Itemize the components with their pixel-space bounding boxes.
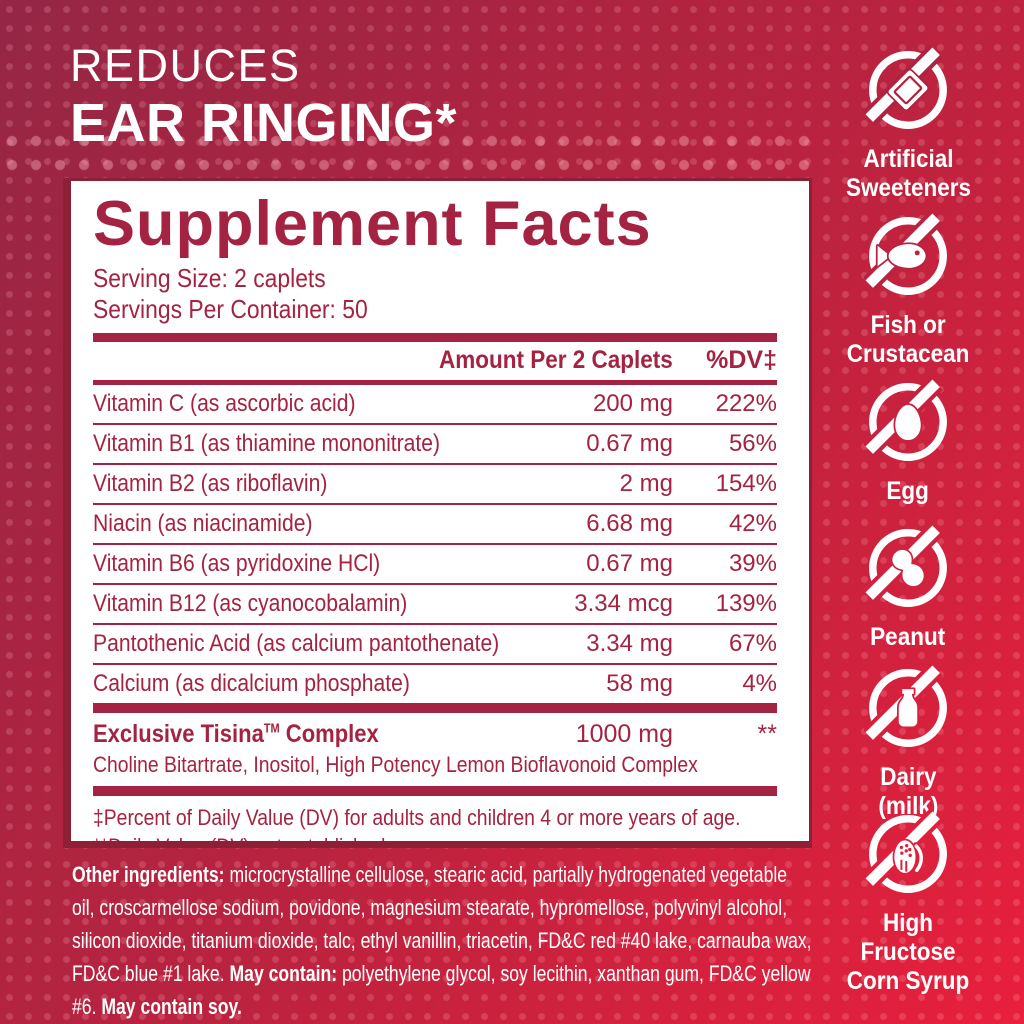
nutrient-name: Pantothenic Acid (as calcium pantothenat… xyxy=(93,630,500,657)
footnotes: ‡Percent of Daily Value (DV) for adults … xyxy=(93,796,777,848)
sweetener-packet-icon xyxy=(864,46,947,129)
footnote-daily-value: ‡Percent of Daily Value (DV) for adults … xyxy=(93,805,741,830)
egg-icon xyxy=(864,378,947,461)
fish-icon xyxy=(864,212,947,295)
nutrient-name: Vitamin B12 (as cyanocobalamin) xyxy=(93,590,408,617)
complex-name: Exclusive TisinaTM Complex xyxy=(93,720,379,748)
hero-claim-line2: EAR RINGING* xyxy=(70,93,458,154)
nutrient-row: Calcium (as dicalcium phosphate) 58 mg 4… xyxy=(93,665,777,703)
badge-label: Fish or Crustacean xyxy=(846,311,970,368)
badge-label: Artificial Sweeteners xyxy=(845,145,971,202)
badge-dairy-milk: Dairy (milk) xyxy=(824,664,992,821)
nutrient-dv: 56% xyxy=(728,430,777,457)
badge-artificial-sweeteners: Artificial Sweeteners xyxy=(824,46,992,203)
hero-claim-line1: REDUCES xyxy=(70,40,301,91)
nutrient-table: Vitamin C (as ascorbic acid) 200 mg 222%… xyxy=(93,385,777,703)
may-contain-label: May contain: xyxy=(229,961,338,986)
other-ingredients-label: Other ingredients: xyxy=(72,862,225,887)
nutrient-dv: 222% xyxy=(715,390,777,417)
nutrient-name: Calcium (as dicalcium phosphate) xyxy=(93,670,410,697)
badge-fish-or-crustacean: Fish or Crustacean xyxy=(824,212,992,369)
divider-bar xyxy=(93,786,777,796)
serving-size: Serving Size: 2 caplets xyxy=(93,263,326,293)
badge-high-fructose-corn-syrup: High Fructose Corn Syrup xyxy=(824,810,992,996)
nutrient-name: Niacin (as niacinamide) xyxy=(93,510,313,537)
servings-per-container: Servings Per Container: 50 xyxy=(93,294,368,324)
dv-column-header: %DV‡ xyxy=(706,346,777,374)
nutrient-amount: 3.34 mcg xyxy=(574,590,673,617)
badge-label: Egg xyxy=(886,477,930,505)
divider-bar xyxy=(93,703,777,713)
other-ingredients: Other ingredients: microcrystalline cell… xyxy=(72,858,817,1023)
peanut-icon xyxy=(864,524,947,607)
divider-bar xyxy=(93,333,777,342)
panel-title: Supplement Facts xyxy=(93,189,652,259)
nutrient-dv: 139% xyxy=(715,590,777,617)
footnote-not-established: **Daily Value (DV) not established. xyxy=(93,834,391,848)
complex-dv: ** xyxy=(757,720,777,748)
halftone-dot-band xyxy=(0,129,820,179)
serving-info: Serving Size: 2 caplets Servings Per Con… xyxy=(93,263,777,325)
nutrient-row: Vitamin B12 (as cyanocobalamin) 3.34 mcg… xyxy=(93,585,777,625)
divider-bar xyxy=(93,380,777,385)
corn-icon xyxy=(864,810,947,893)
nutrient-row: Vitamin B2 (as riboflavin) 2 mg 154% xyxy=(93,465,777,505)
badge-peanut: Peanut xyxy=(824,524,992,652)
proprietary-complex-row: Exclusive TisinaTM Complex 1000 mg ** xyxy=(93,713,777,749)
nutrient-amount: 2 mg xyxy=(619,470,673,497)
table-header-row: Amount Per 2 Caplets %DV‡ xyxy=(93,342,777,380)
nutrient-amount: 0.67 mg xyxy=(586,430,673,457)
nutrient-amount: 6.68 mg xyxy=(586,510,673,537)
nutrient-row: Vitamin B1 (as thiamine mononitrate) 0.6… xyxy=(93,425,777,465)
nutrient-row: Vitamin B6 (as pyridoxine HCl) 0.67 mg 3… xyxy=(93,545,777,585)
nutrient-dv: 154% xyxy=(715,470,777,497)
supplement-facts-panel: Supplement Facts Serving Size: 2 caplets… xyxy=(63,178,812,848)
complex-amount: 1000 mg xyxy=(575,720,673,748)
nutrient-dv: 42% xyxy=(728,510,777,537)
nutrient-row: Vitamin C (as ascorbic acid) 200 mg 222% xyxy=(93,385,777,425)
nutrient-dv: 4% xyxy=(742,670,777,697)
milk-bottle-icon xyxy=(864,664,947,747)
nutrient-dv: 67% xyxy=(728,630,777,657)
trademark-symbol: TM xyxy=(263,721,280,736)
badge-label: High Fructose Corn Syrup xyxy=(846,909,970,995)
may-contain-soy: May contain soy. xyxy=(101,994,242,1019)
free-from-badges: Artificial Sweeteners Fish or Crustacean… xyxy=(824,0,992,1024)
other-ingredients-text: Other ingredients: microcrystalline cell… xyxy=(72,862,812,1019)
nutrient-name: Vitamin B1 (as thiamine mononitrate) xyxy=(93,430,441,457)
nutrient-amount: 200 mg xyxy=(592,390,673,417)
nutrient-amount: 58 mg xyxy=(606,670,673,697)
nutrient-name: Vitamin B2 (as riboflavin) xyxy=(93,470,328,497)
nutrient-amount: 3.34 mg xyxy=(586,630,673,657)
nutrient-row: Niacin (as niacinamide) 6.68 mg 42% xyxy=(93,505,777,545)
amount-column-header: Amount Per 2 Caplets xyxy=(439,346,673,374)
complex-description: Choline Bitartrate, Inositol, High Poten… xyxy=(93,752,698,777)
nutrient-row: Pantothenic Acid (as calcium pantothenat… xyxy=(93,625,777,665)
nutrient-name: Vitamin B6 (as pyridoxine HCl) xyxy=(93,550,381,577)
nutrient-dv: 39% xyxy=(728,550,777,577)
badge-egg: Egg xyxy=(824,378,992,506)
nutrient-name: Vitamin C (as ascorbic acid) xyxy=(93,390,356,417)
hero-claim: REDUCES EAR RINGING* xyxy=(70,40,458,154)
badge-label: Peanut xyxy=(870,623,946,651)
nutrient-amount: 0.67 mg xyxy=(586,550,673,577)
